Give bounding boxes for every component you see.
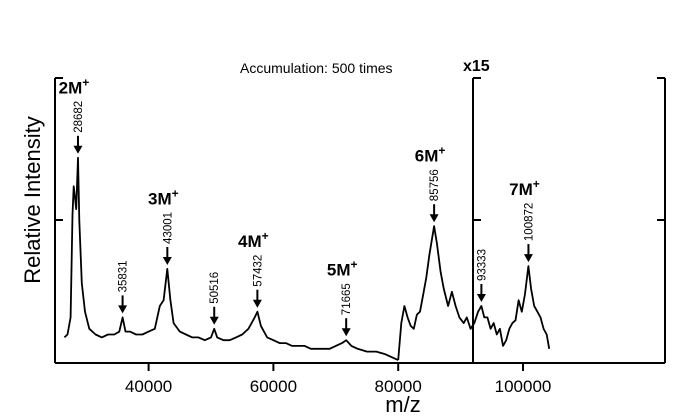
x-axis-ticks: 40000 60000 80000 100000 [125, 363, 551, 396]
peak-mz-label-71665: 71665 [341, 283, 353, 315]
peak-annotations: 28682 2M+ 35831 43001 3M+ 50516 57432 4M+ 71665 5… [59, 75, 540, 337]
peak-mz-label-93333: 93333 [476, 249, 488, 281]
y-axis-label: Relative Intensity [20, 116, 45, 284]
peak-ion-label-5M: 5M+ [327, 258, 358, 280]
peak-mz-label-28682: 28682 [73, 101, 85, 133]
peak-arrow-head-85756 [429, 214, 439, 223]
peak-arrow-head-43001 [162, 256, 172, 265]
peak-arrow-head-28682 [73, 145, 83, 154]
x-tick-label-80000: 80000 [375, 377, 422, 396]
spectrum-trace-2 [397, 225, 551, 361]
peak-ion-label-6M: 6M+ [415, 144, 446, 166]
spectrum-trace-1 [63, 156, 399, 361]
peak-mz-label-50516: 50516 [209, 272, 221, 304]
peak-mz-label-35831: 35831 [118, 260, 130, 292]
peak-ion-label-3M: 3M+ [148, 186, 179, 208]
x-tick-label-60000: 60000 [250, 377, 297, 396]
peak-arrow-head-100872 [523, 254, 533, 263]
peak-arrow-head-50516 [209, 316, 219, 325]
x-tick-label-40000: 40000 [125, 377, 172, 396]
peak-mz-label-100872: 100872 [523, 203, 535, 241]
peak-arrow-head-93333 [476, 294, 486, 302]
spectrum-traces [63, 156, 551, 361]
peak-mz-label-57432: 57432 [252, 255, 264, 287]
annotation-text: Accumulation: 500 times [240, 60, 393, 76]
peak-mz-label-85756: 85756 [429, 169, 441, 201]
scale-factor-label: x15 [463, 58, 490, 75]
peak-arrow-head-57432 [252, 299, 262, 308]
x-tick-label-100000: 100000 [495, 377, 552, 396]
peak-ion-label-2M: 2M+ [59, 75, 90, 97]
peak-ion-label-7M: 7M+ [509, 177, 540, 199]
axes-frame [54, 77, 666, 364]
peak-ion-label-4M: 4M+ [238, 229, 269, 251]
x-axis-label: m/z [385, 392, 420, 417]
peak-arrow-head-35831 [118, 305, 128, 314]
peak-mz-label-43001: 43001 [162, 212, 174, 244]
peak-arrow-head-71665 [341, 328, 351, 337]
